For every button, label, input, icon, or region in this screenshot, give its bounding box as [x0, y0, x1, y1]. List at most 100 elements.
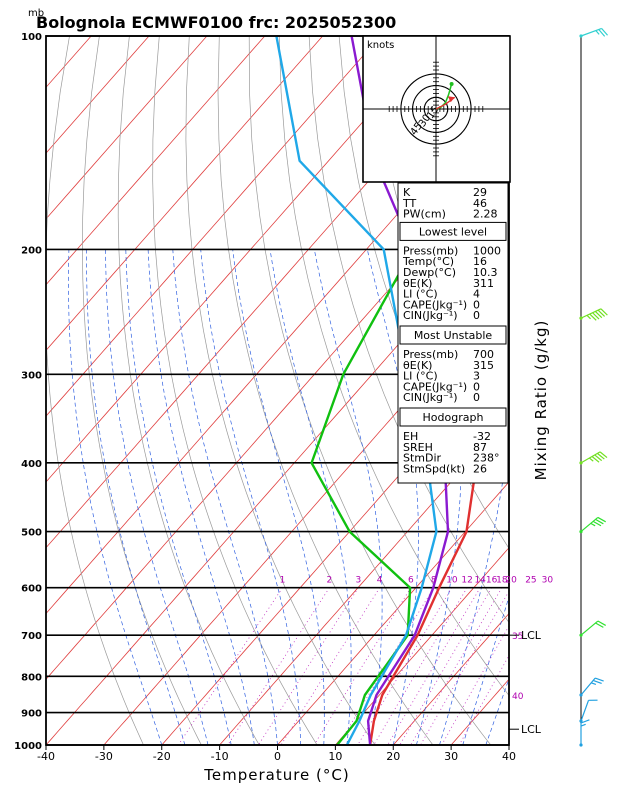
theta-label: 35 [512, 632, 523, 642]
hodograph-ring [400, 73, 472, 145]
index-key: LI (°C) [403, 288, 438, 301]
right-axis-label: Mixing Ratio (g/kg) [532, 320, 550, 481]
wind-barb-base [579, 633, 583, 637]
index-section-header: Hodograph [423, 411, 484, 424]
mixing-ratio-line [441, 625, 509, 745]
x-tick-label: -30 [95, 750, 113, 763]
mixing-ratio-label: 12 [461, 576, 472, 586]
index-key: TT [402, 197, 417, 210]
mixing-ratio-label: 30 [542, 576, 554, 586]
dry-adiabat-line [609, 36, 618, 745]
wind-barb-flag [594, 311, 603, 319]
wind-barb-flag [580, 723, 586, 727]
mixing-ratio-label: 4 [377, 576, 383, 586]
isotherm-line [567, 36, 618, 745]
isotherm-line [46, 152, 509, 680]
index-value: 315 [473, 359, 494, 372]
moist-adiabat-line [86, 249, 186, 745]
pressure-tick-label: 700 [21, 631, 42, 642]
wind-barb-flag [589, 457, 594, 462]
lcl-label: LCL [521, 723, 542, 736]
wind-barb-base [579, 316, 583, 320]
dry-adiabat-line [46, 36, 144, 745]
wind-barb-staff [580, 308, 602, 319]
isotherm-line [335, 547, 509, 745]
mixing-ratio-label: 3 [355, 576, 361, 586]
lcl-label: LCL [521, 629, 542, 642]
mixing-ratio-line [258, 587, 359, 745]
moist-adiabat-line [172, 249, 278, 745]
index-value: 2.28 [473, 208, 498, 221]
profile-temperature [368, 340, 509, 745]
isotherm-line [46, 86, 509, 615]
moist-adiabat-line [200, 249, 301, 745]
wind-barb-flag [592, 520, 602, 527]
index-key: CAPE(Jkg⁻¹) [403, 380, 467, 393]
wind-barb-flag [597, 309, 606, 317]
wind-barb-base [579, 719, 583, 723]
mixing-ratio-line [280, 587, 381, 745]
wind-barb-flag [591, 456, 600, 463]
index-value: 46 [473, 197, 487, 210]
index-section-header-frame [399, 407, 507, 427]
isotherm-line [392, 612, 509, 745]
pressure-tick-label: 400 [21, 459, 42, 470]
dry-adiabat-line [248, 36, 492, 745]
index-key: SREH [403, 441, 433, 454]
mixing-ratio-label: 1 [280, 576, 286, 586]
chart-title: Bolognola ECMWF0100 frc: 2025052300 [36, 13, 396, 32]
hodograph-arrow-head [447, 96, 455, 103]
index-key: EH [403, 430, 418, 443]
wind-barb-flag [597, 452, 605, 460]
mixing-ratio-label: 10 [446, 576, 458, 586]
mixing-ratio-line [313, 587, 412, 745]
index-value: 0 [473, 391, 480, 404]
mixing-ratio-label: 6 [408, 576, 414, 586]
wind-barb-flag [590, 522, 596, 527]
mixing-ratio-label: 18 [496, 576, 508, 586]
profile-wet-bulb [275, 36, 438, 745]
index-section-header-frame [399, 325, 507, 345]
wind-barb-flag [586, 314, 591, 320]
wind-barb-flag [590, 682, 597, 686]
index-section-header-frame [399, 221, 507, 241]
isotherm-line [46, 36, 439, 483]
x-tick-label: -10 [211, 750, 229, 763]
index-value: 1000 [473, 244, 501, 257]
pressure-tick-label: 1000 [14, 741, 42, 752]
isotherm-line [161, 349, 509, 745]
wind-barb-base [579, 34, 583, 38]
moist-adiabat-line [366, 249, 419, 745]
hodograph-ring [423, 96, 449, 122]
x-axis-label: Temperature (°C) [203, 766, 349, 784]
index-value: 87 [473, 441, 487, 454]
theta-label: 40 [512, 692, 524, 702]
pressure-tick-label: 600 [21, 584, 42, 595]
dry-adiabat-line [117, 36, 260, 745]
index-value: 0 [473, 380, 480, 393]
pressure-unit-label: mb [28, 8, 44, 19]
dry-adiabat-line [579, 36, 618, 745]
moist-adiabat-line [232, 249, 325, 745]
index-key: Dewp(°C) [403, 266, 456, 279]
index-section-header: Lowest level [419, 225, 487, 238]
x-tick-label: 0 [274, 750, 281, 763]
wind-barb-staff [580, 451, 601, 464]
index-value: 0 [473, 309, 480, 322]
wind-barb-flag [595, 622, 604, 628]
index-key: CIN(Jkg⁻¹) [403, 309, 458, 322]
mixing-ratio-label: 2 [326, 576, 332, 586]
wind-barb-flag [599, 451, 608, 459]
index-section-header: Most Unstable [414, 329, 493, 342]
dry-adiabat-line [82, 36, 202, 745]
dry-adiabat-line [308, 36, 509, 624]
wind-barb-flag [589, 313, 597, 321]
profile-dewpoint [310, 130, 509, 745]
wind-barb-flag [592, 312, 600, 320]
index-value: 4 [473, 288, 480, 301]
index-key: CIN(Jkg⁻¹) [403, 391, 458, 404]
index-key: LI (°C) [403, 370, 438, 383]
wind-barb-flag [594, 454, 603, 462]
hodograph-unit-label: knots [367, 40, 394, 51]
